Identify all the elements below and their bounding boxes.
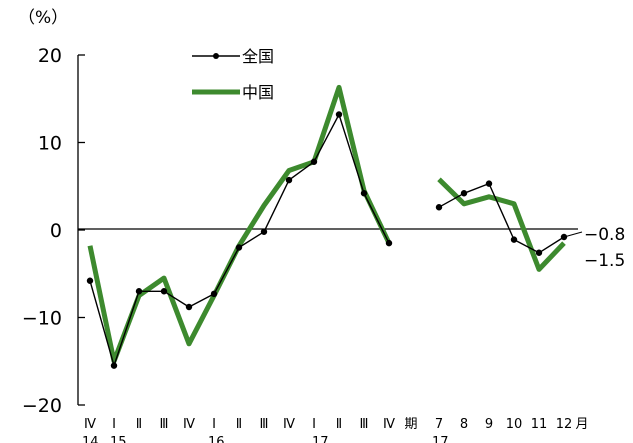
x-year-label: 17 [312, 435, 329, 443]
x-tick-label: 9 [485, 417, 493, 432]
data-point-national [435, 204, 443, 211]
legend: 全国 中国 [192, 47, 274, 102]
y-tick-label: −20 [22, 395, 62, 417]
data-point-national [160, 288, 168, 295]
legend-item-chugoku: 中国 [192, 83, 274, 102]
legend-label-national: 全国 [242, 47, 274, 66]
x-tick-label: 7 [435, 417, 443, 432]
data-point-national [385, 239, 393, 247]
x-tick-label: Ⅱ [236, 417, 242, 432]
x-tick-label: Ⅳ [283, 417, 295, 432]
data-point-national [335, 111, 343, 118]
end-label-chugoku: −1.5 [584, 251, 625, 271]
end-labels: −0.8 −1.5 [563, 225, 625, 271]
x-tick-label: Ⅱ [136, 417, 142, 432]
data-point-national [235, 244, 243, 251]
x-tick-label: Ⅳ [383, 417, 395, 432]
y-axis: 20 10 0 −10 −20 [22, 45, 85, 417]
x-tick-label: 10 [506, 417, 523, 432]
x-tick-label: Ⅳ [183, 417, 195, 432]
x-tick-label: Ⅰ [112, 417, 116, 432]
data-point-national [110, 362, 118, 369]
y-tick-label: 10 [38, 133, 62, 155]
x-tick-label: Ⅰ [212, 417, 216, 432]
plot-area [86, 84, 568, 369]
y-tick-label: −10 [22, 308, 62, 330]
y-unit-label: （%） [18, 8, 68, 28]
legend-item-national: 全国 [192, 47, 274, 66]
data-point-national [285, 176, 293, 184]
data-point-national [260, 228, 268, 235]
x-tick-label: Ⅲ [360, 417, 369, 432]
data-point-national [135, 288, 143, 295]
series-line-national [438, 182, 565, 254]
x-tick-label: 12 [556, 417, 573, 432]
data-point-national [510, 236, 518, 243]
x-tick-label: Ⅰ [312, 417, 316, 432]
x-tick-label: 期 [404, 417, 417, 432]
y-tick-label: 20 [38, 45, 62, 67]
data-point-national [460, 190, 468, 197]
x-tick-label: Ⅳ [84, 417, 96, 432]
x-year-label: 14 [82, 435, 99, 443]
x-tick-label: 8 [460, 417, 468, 432]
y-tick-label: 0 [50, 220, 62, 242]
data-point-national [210, 290, 218, 298]
data-point-national [310, 158, 318, 165]
x-year-label: 15 [110, 435, 127, 443]
legend-marker-national [213, 53, 219, 59]
data-point-national [185, 303, 193, 311]
x-tick-label: 11 [531, 417, 548, 432]
x-tick-label: 月 [575, 417, 588, 432]
end-label-leader [563, 231, 583, 238]
end-label-national: −0.8 [584, 225, 625, 245]
series-line-national [89, 113, 390, 367]
x-tick-label: Ⅲ [260, 417, 269, 432]
data-point-national [360, 190, 368, 197]
x-year-label: 16 [208, 435, 225, 443]
series-line-chugoku [437, 177, 566, 272]
x-tick-label: Ⅱ [336, 417, 342, 432]
data-point-national [86, 277, 94, 284]
data-point-national [535, 249, 543, 256]
legend-label-chugoku: 中国 [242, 83, 274, 102]
data-point-national [485, 180, 493, 187]
x-year-label: 17 [432, 435, 449, 443]
x-tick-label: Ⅲ [160, 417, 169, 432]
x-axis-labels: Ⅳ Ⅰ Ⅱ Ⅲ Ⅳ Ⅰ Ⅱ Ⅲ Ⅳ Ⅰ Ⅱ Ⅲ Ⅳ 期 7 8 9 10 11 12 月14 15 16 17 17 [82, 417, 589, 443]
